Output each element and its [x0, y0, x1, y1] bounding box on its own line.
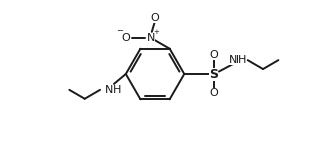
Text: N: N: [228, 55, 237, 65]
Text: O: O: [150, 13, 159, 23]
Text: S: S: [210, 67, 219, 81]
Text: O: O: [122, 33, 130, 43]
Text: O: O: [210, 50, 218, 60]
Text: +: +: [153, 29, 159, 35]
Text: N: N: [147, 33, 155, 43]
Text: N: N: [105, 85, 113, 95]
Text: H: H: [113, 85, 121, 95]
Text: H: H: [236, 55, 244, 65]
Text: O: O: [210, 88, 218, 98]
Text: H: H: [237, 55, 246, 65]
Text: −: −: [116, 26, 124, 35]
